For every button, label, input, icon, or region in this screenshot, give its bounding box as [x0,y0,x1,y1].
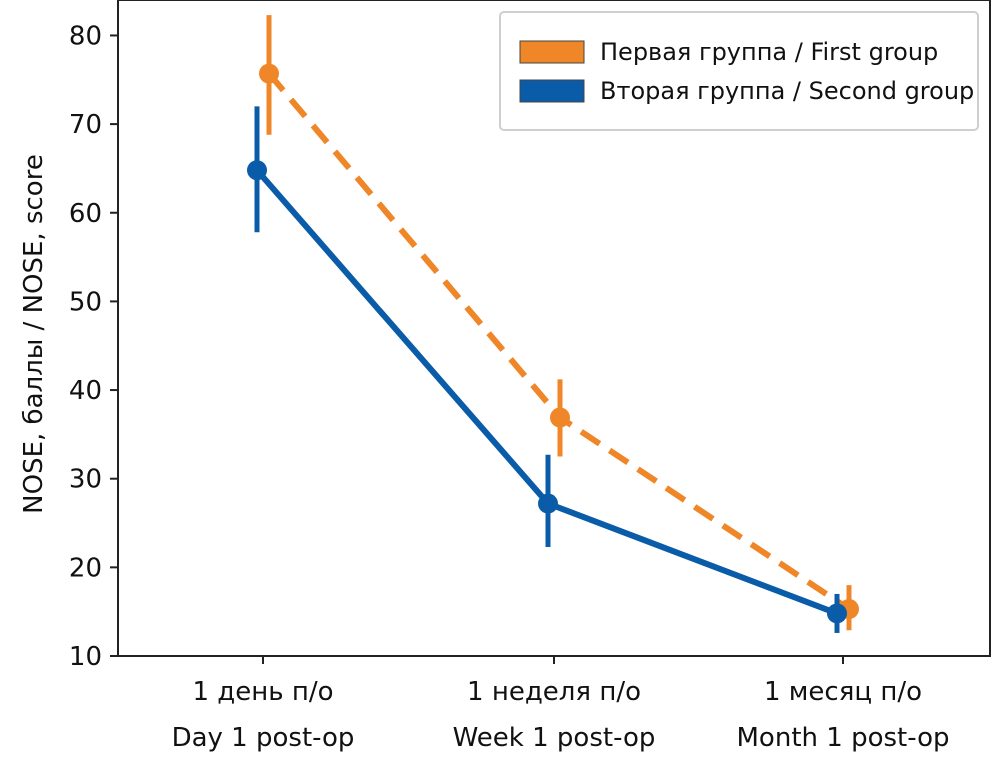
data-point [538,493,558,514]
x-tick-label: Month 1 post-op [737,723,950,753]
legend-swatch [519,40,585,64]
y-axis-label: NOSE, баллы / NOSE, score [19,154,49,514]
series-layer [247,15,859,633]
legend-label: Первая группа / First group [600,38,938,66]
y-tick-label: 60 [69,199,102,229]
x-axis: 1 день п/о Day 1 post-op 1 неделя п/о Week … [172,656,950,753]
y-tick-label: 20 [69,553,102,583]
data-point [247,160,267,181]
y-axis: 10 20 30 40 50 60 70 80 [69,21,118,672]
x-tick-label: 1 день п/о [192,677,333,707]
y-tick-label: 50 [69,287,102,317]
legend-label: Вторая группа / Second group [600,77,974,105]
legend: Первая группа / First group Вторая группа… [499,11,979,131]
x-tick-label: Week 1 post-op [453,723,656,753]
data-point [550,407,570,428]
y-tick-label: 70 [69,110,102,140]
data-point [259,63,279,84]
y-tick-label: 30 [69,465,102,495]
y-tick-label: 10 [69,642,102,672]
series-1 [259,15,859,631]
legend-swatch [519,79,585,103]
series-2 [247,106,847,633]
x-tick-label: Day 1 post-op [172,723,355,753]
x-tick-label: 1 неделя п/о [467,677,641,707]
series-line [266,71,851,612]
y-tick-label: 40 [69,376,102,406]
y-tick-label: 80 [69,21,102,51]
data-point [827,603,847,624]
x-tick-label: 1 месяц п/о [764,677,922,707]
legend-box [499,11,979,131]
